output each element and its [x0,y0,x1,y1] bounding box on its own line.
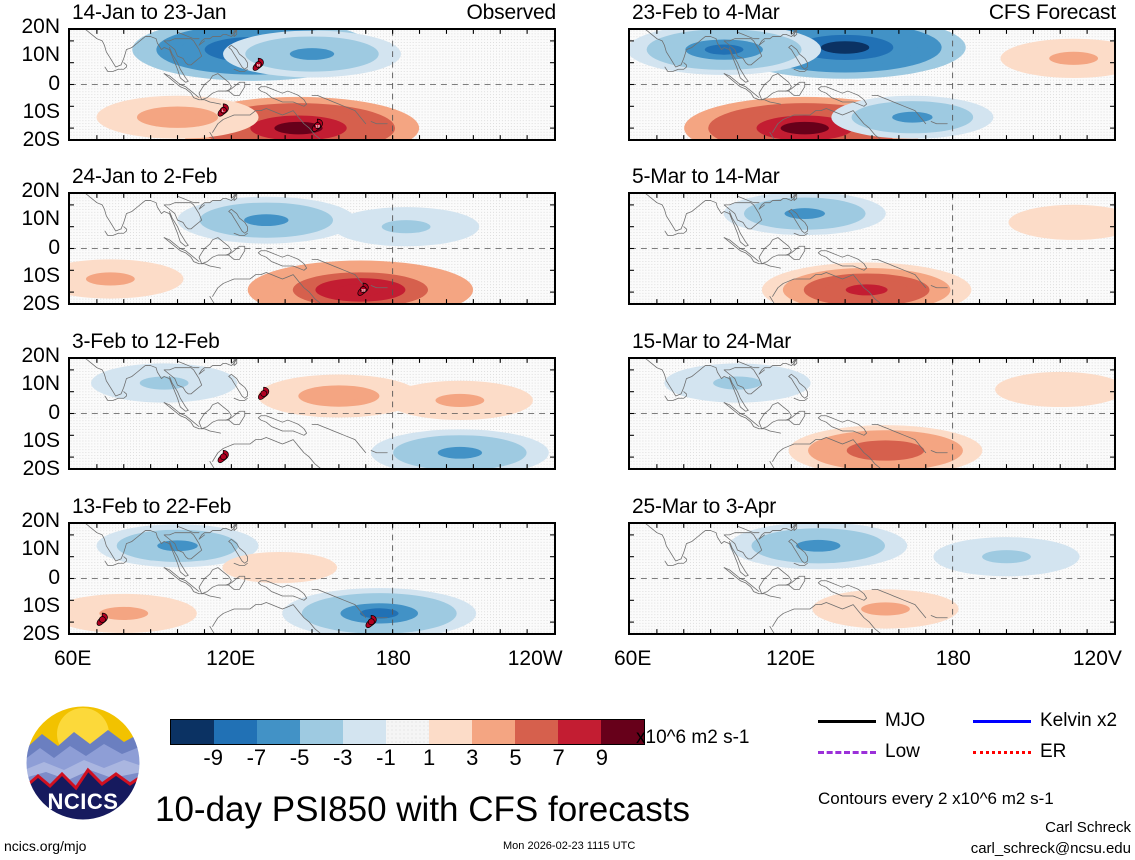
y-axis-tick-label: 20S [22,292,60,315]
map-panel [628,357,1116,470]
panel-title: 5-Mar to 14-Mar [632,165,780,188]
y-axis-tick-label: 0 [48,400,60,424]
legend-label: MJO [885,710,926,731]
colorbar-swatch [171,720,214,744]
legend-item-kelvin-x2: Kelvin x2 [973,710,1128,732]
y-axis-tick-label: 10N [21,207,60,231]
legend-label: Kelvin x2 [1040,710,1118,731]
panel-title: 24-Jan to 2-Feb [72,165,218,188]
colorbar-swatch [472,720,515,744]
svg-text:NCICS: NCICS [48,789,119,814]
colorbar-tick-label: -5 [289,745,310,770]
map-panel [68,522,556,635]
y-axis-tick-label: 20S [22,128,60,151]
y-axis-tick-label: 20N [21,509,60,532]
panel-title: 25-Mar to 3-Apr [632,495,777,518]
figure-title: 10-day PSI850 with CFS forecasts [155,790,690,829]
panel-title: 3-Feb to 12-Feb [72,330,220,353]
y-axis-tick-label: 10S [22,99,60,123]
y-axis-tick-label: 0 [48,71,60,95]
colorbar-swatches [170,719,645,745]
colorbar-tick-label: 9 [595,745,608,770]
y-axis-tick-label: 10N [21,43,60,67]
y-axis-tick-label: 0 [48,235,60,259]
y-axis-tick-label: 10S [22,428,60,452]
svg-text:18: 18 [361,287,366,292]
y-axis-tick-label: 10S [22,263,60,287]
x-axis-tick-label: 120W [507,647,563,670]
svg-text:18: 18 [315,123,320,128]
colorbar-tick-label: 7 [552,745,565,770]
column-header-forecast: CFS Forecast [988,1,1116,24]
map-panel [68,357,556,470]
y-axis-tick-label: 10N [21,372,60,396]
legend-label: Low [885,741,920,762]
map-panel [628,192,1116,305]
wave-legend: MJO Kelvin x2 Low ER [818,710,1128,772]
legend-row: Low ER [818,741,1128,763]
map-panel [628,28,1116,141]
colorbar-unit-label: x10^6 m2 s-1 [636,727,750,748]
x-axis-tick-label: 60E [614,647,652,670]
map-panel [628,522,1116,635]
colorbar-swatch [515,720,558,744]
svg-text:N: N [257,63,260,68]
x-axis-tick-label: 60E [54,647,92,670]
panel-title: 14-Jan to 23-Jan [72,1,227,24]
author-email: carl_schreck@ncsu.edu [970,840,1131,857]
colorbar-swatch [257,720,300,744]
y-axis-tick-label: 20S [22,622,60,645]
colorbar-swatch [343,720,386,744]
colorbar-swatch [558,720,601,744]
map-panel: 18 [68,192,556,305]
legend-line-swatch [818,719,876,723]
colorbar-tick-label: -1 [376,745,396,770]
colorbar-tick-label: 5 [509,745,522,770]
column-header-observed: Observed [466,1,557,24]
contour-interval-note: Contours every 2 x10^6 m2 s-1 [818,789,1054,808]
colorbar-tick-label: 1 [422,745,436,770]
x-axis-tick-label: 120V [1072,647,1122,670]
map-panel: N L 18 [68,28,556,141]
y-axis-tick-label: 20N [21,179,60,202]
panel-title: 15-Mar to 24-Mar [632,330,792,353]
colorbar-swatch [214,720,257,744]
y-axis-tick-label: 0 [48,565,60,589]
colorbar-tick-labels: -9 -7 -5 -3 -1 1 3 5 7 9 [170,745,645,773]
author-name: Carl Schreck [1045,819,1131,836]
colorbar-swatch [300,720,343,744]
colorbar-tick-label: 3 [466,745,479,770]
x-axis-tick-label: 120E [766,647,816,670]
colorbar-swatch [386,720,429,744]
y-axis-tick-label: 20N [21,15,60,38]
generation-timestamp: Mon 2026-02-23 1115 UTC [503,840,636,852]
colorbar-swatch [429,720,472,744]
legend-item-low: Low [818,741,973,763]
panel-title: 23-Feb to 4-Mar [632,1,780,24]
y-axis-tick-label: 10S [22,593,60,617]
svg-text:L: L [222,108,225,113]
colorbar-tick-label: -7 [246,745,267,770]
legend-line-swatch [818,750,876,754]
y-axis-tick-label: 20N [21,344,60,367]
legend-label: ER [1040,741,1067,762]
legend-item-mjo: MJO [818,710,973,732]
site-url: ncics.org/mjo [4,838,87,854]
x-axis-tick-label: 120E [206,647,256,670]
panel-title: 13-Feb to 22-Feb [72,495,232,518]
x-axis-tick-label: 180 [935,647,971,670]
colorbar: -9 -7 -5 -3 -1 1 3 5 7 9 [170,719,645,773]
legend-row: MJO Kelvin x2 [818,710,1128,732]
colorbar-swatch [601,720,644,744]
y-axis-tick-label: 10N [21,537,60,561]
legend-line-swatch [973,750,1031,754]
y-axis-tick-label: 20S [22,457,60,480]
ncics-logo: NCICS [24,704,142,822]
colorbar-tick-label: -3 [332,745,353,770]
x-axis-tick-label: 180 [375,647,411,670]
colorbar-tick-label: -9 [203,745,223,770]
legend-line-swatch [973,719,1031,723]
legend-item-er: ER [973,741,1128,763]
